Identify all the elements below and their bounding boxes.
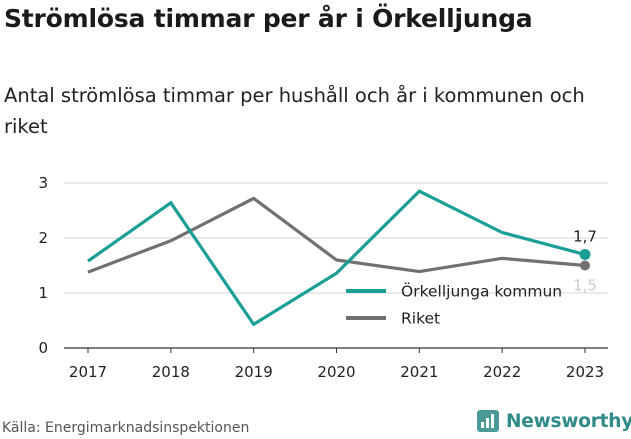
y-tick-label: 3 [38,174,48,192]
x-tick-label: 2017 [69,363,107,381]
x-tick-label: 2021 [400,363,438,381]
newsworthy-logo-icon [477,410,499,432]
y-tick-label: 1 [38,284,48,302]
series-layer [87,189,591,327]
legend-label: Riket [401,310,440,328]
end-value-label: 1,7 [573,228,597,246]
axis-layer: 0 1 2 3 2017 2018 2019 2020 2021 2022 2023 [38,174,608,381]
x-tick-label: 2019 [235,363,273,381]
x-tick-label: 2018 [152,363,190,381]
y-tick-label: 0 [38,339,48,357]
series-end-point [579,249,591,260]
label-layer: 1,7 1,5 [573,228,597,295]
brand-name: Newsworthy [506,410,631,432]
chart-title: Strömlösa timmar per år i Örkelljunga [4,4,533,33]
y-tick-label: 2 [38,229,48,247]
end-value-label: 1,5 [573,277,597,295]
legend-label: Örkelljunga kommun [401,282,562,301]
source-note: Källa: Energimarknadsinspektionen [2,420,250,436]
chart-subtitle: Antal strömlösa timmar per hushåll och å… [4,84,585,138]
x-tick-label: 2020 [317,363,355,381]
series-line [87,189,586,327]
x-tick-label: 2023 [566,363,604,381]
legend: Örkelljunga kommun Riket [346,282,562,328]
series-end-point [580,260,590,271]
series-line [87,196,586,274]
x-tick-label: 2022 [483,363,521,381]
brand[interactable]: Newsworthy [476,409,631,433]
